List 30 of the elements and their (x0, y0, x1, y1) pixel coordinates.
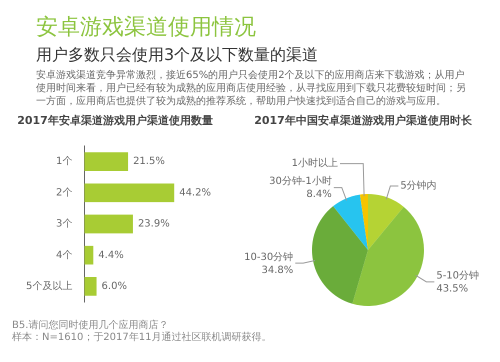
bar (84, 214, 133, 234)
data-label: 44.2% (179, 187, 211, 198)
text: 安卓游戏渠道竞争异常激烈，接近65%的用户只会使用2个及以下的应用商店来下载游戏；从用户使用时间来看，用户已经有较为成熟的应用商店使用经验，从寻找应用到下载只花费较短时间；另一方面，应用商店也提供了较为成熟的推荐系统，帮助用户快速找到适合自己的游戏与应用。 (36, 69, 467, 108)
bar (84, 183, 174, 202)
y-tick-label: 1个 (56, 155, 72, 168)
bar (84, 152, 128, 171)
slice-label: 5分钟内 (400, 180, 437, 192)
slice-label: 1小时以上 (292, 157, 338, 170)
y-tick-label: 5个及以上 (26, 280, 72, 292)
chart-title: 2017年中国安卓渠道游戏用户渠道使用时长 (253, 114, 473, 128)
data-label: 6.0% (102, 280, 127, 292)
data-label: 21.5% (133, 156, 165, 168)
data-label: 4.4% (98, 250, 124, 261)
text: 用户多数只会使用3个及以下数量的渠道 (36, 44, 320, 66)
y-tick-label: 4个 (56, 248, 72, 261)
data-label: 34.8% (261, 264, 294, 276)
chart-title: 2017年安卓渠道游戏用户渠道使用数量 (16, 114, 214, 128)
text: 安卓游戏渠道使用情况 (36, 14, 257, 42)
slice-label: 5-10分钟 (436, 269, 480, 282)
y-tick-label: 3个 (56, 218, 72, 230)
bar (84, 277, 97, 296)
bar (84, 246, 94, 265)
y-tick-label: 2个 (56, 186, 72, 198)
text: B5.请问您同时使用几个应用商店？ (11, 320, 170, 332)
data-label: 23.9% (138, 218, 170, 230)
slice-label: 10-30分钟 (244, 250, 294, 263)
text: 样本：N=1610；于2017年11月通过社区联机调研获得。 (11, 332, 272, 344)
data-label: 8.4% (306, 189, 332, 200)
data-label: 43.5% (436, 283, 468, 294)
slice-label: 30分钟-1小时 (269, 175, 332, 188)
